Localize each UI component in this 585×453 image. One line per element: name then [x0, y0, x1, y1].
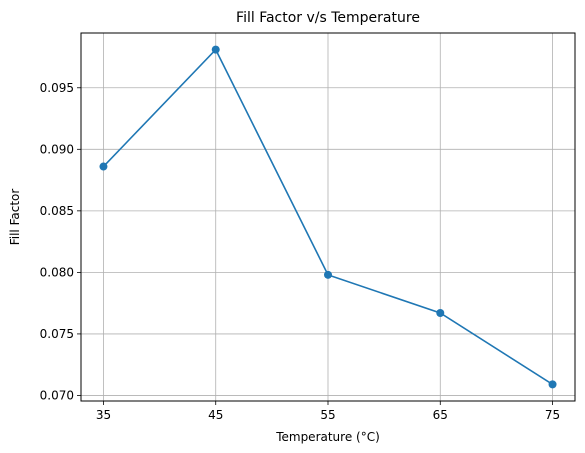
data-point	[548, 380, 557, 389]
x-tick-label: 75	[545, 408, 560, 422]
y-tick-label: 0.075	[40, 327, 74, 341]
y-axis-label: Fill Factor	[8, 189, 22, 246]
y-axis-ticks: 0.070 0.075 0.080 0.085 0.090 0.095	[40, 81, 81, 402]
data-point	[99, 162, 108, 171]
y-tick-label: 0.080	[40, 265, 74, 279]
y-tick-label: 0.085	[40, 204, 74, 218]
x-axis-ticks: 35 45 55 65 75	[96, 401, 560, 422]
chart-title: Fill Factor v/s Temperature	[236, 10, 420, 26]
y-tick-label: 0.090	[40, 142, 74, 156]
y-tick-label: 0.095	[40, 81, 74, 95]
series	[99, 45, 557, 389]
grid	[81, 33, 575, 401]
x-tick-label: 65	[433, 408, 448, 422]
x-axis-label: Temperature (°C)	[275, 430, 380, 444]
data-point	[211, 45, 220, 54]
x-tick-label: 45	[208, 408, 223, 422]
x-tick-label: 35	[96, 408, 111, 422]
data-point	[436, 309, 445, 317]
data-point	[324, 270, 332, 279]
x-tick-label: 55	[320, 408, 335, 422]
y-tick-label: 0.070	[40, 388, 74, 402]
